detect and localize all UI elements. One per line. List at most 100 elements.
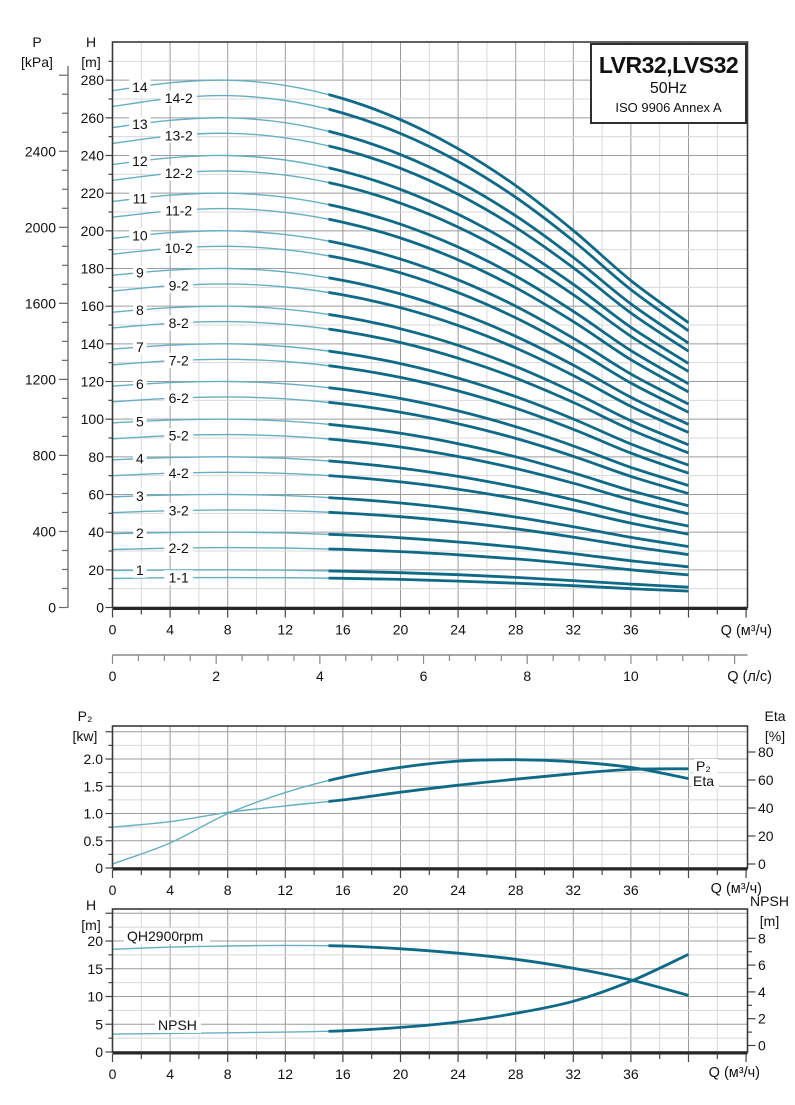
x-tick-label: 36	[623, 1066, 639, 1082]
curve-13-2	[328, 144, 690, 353]
h2-axis-unit: [m]	[81, 916, 101, 933]
x-tick-label: 36	[623, 882, 639, 898]
h2-axis-header: H [m]	[73, 896, 109, 936]
x-tick-label: 0	[109, 882, 117, 898]
x-tick-label: 12	[278, 882, 294, 898]
npsh-axis-header: NPSH [m]	[744, 892, 795, 932]
curve-label-bg	[133, 302, 147, 318]
eta-tick-label: 60	[758, 772, 774, 788]
x-tick-label: 24	[450, 882, 466, 898]
curve-1	[328, 569, 689, 589]
x-tick-label: 4	[166, 1066, 174, 1082]
x-tick-label: 4	[166, 882, 174, 898]
curve-6-2	[328, 400, 689, 495]
curve-label-8: 8	[136, 302, 144, 318]
h-tick-label: 140	[81, 336, 105, 352]
h-tick-label: 180	[81, 261, 105, 277]
curve-label-bg	[129, 191, 151, 207]
x-tick-label: 16	[335, 622, 351, 638]
curve-label-4: 4	[136, 451, 144, 467]
curve-label-bg	[133, 376, 147, 392]
lps-tick-label: 6	[420, 668, 428, 684]
curve-label-bg	[694, 759, 718, 774]
curve-label-bg	[160, 128, 197, 144]
curve-label-bg	[129, 228, 151, 244]
curve-label-bg	[129, 116, 151, 132]
curve-9-2	[328, 291, 690, 434]
eta-tick-label: 0	[758, 856, 766, 872]
eta-tick-label: 80	[758, 744, 774, 760]
curve-10-2	[328, 254, 690, 414]
curve-5-2	[328, 437, 689, 516]
x-tick-label: 28	[508, 1066, 524, 1082]
curve-2	[328, 532, 689, 569]
p-tick-label: 0	[48, 600, 56, 616]
lps-tick-label: 4	[316, 668, 324, 684]
x-tick-label: 8	[224, 1066, 232, 1082]
curve-label-p2: P₂	[696, 758, 711, 774]
h2-tick-label: 5	[95, 1016, 103, 1032]
h-tick-label: 160	[81, 298, 105, 314]
curve-label-bg	[133, 562, 147, 578]
curve-label-bg	[133, 339, 147, 355]
curve-label-bg	[164, 278, 194, 294]
curve-14-2	[328, 107, 690, 332]
eta-tick-label: 20	[758, 828, 774, 844]
curve-label-13-2: 13-2	[165, 127, 193, 143]
p-axis-title: P	[32, 34, 42, 50]
curve-label-14: 14	[132, 79, 148, 95]
curve-7-2	[328, 364, 689, 475]
p-tick-label: 2000	[25, 219, 56, 235]
h-tick-label: 280	[81, 72, 105, 88]
curve-label-1: 1	[136, 562, 144, 578]
curve-label-bg	[133, 265, 147, 281]
curve-11	[328, 203, 690, 386]
p2-axis-header: P₂ [kw]	[62, 707, 108, 747]
curve-label-13: 13	[132, 116, 148, 132]
h-axis-title: H	[85, 34, 97, 50]
curve-label-bg	[164, 428, 194, 444]
h2-axis-title: H	[85, 897, 97, 913]
h-tick-label: 40	[88, 524, 104, 540]
x-tick-label: 28	[508, 622, 524, 638]
curve-14	[328, 93, 690, 324]
curve-label-qh2900rpm: QH2900rpm	[127, 928, 203, 944]
p2-tick-label: 0.5	[84, 833, 104, 849]
x-axis-unit-m3h-3: Q (м³/ч)	[709, 1065, 760, 1081]
curve-label-bg	[155, 1017, 201, 1033]
curve-5	[328, 422, 689, 508]
curve-8	[328, 313, 690, 447]
h-tick-label: 80	[88, 449, 104, 465]
curve-NPSH	[328, 953, 690, 1033]
h2-tick-label: 20	[87, 933, 103, 949]
curve-label-12-2: 12-2	[165, 165, 193, 181]
x-tick-label: 8	[224, 622, 232, 638]
h-tick-label: 0	[96, 600, 104, 616]
curve-6	[328, 386, 689, 487]
npsh-axis-title: NPSH	[750, 893, 789, 909]
npsh-tick-label: 8	[758, 930, 766, 946]
curve-label-bg	[160, 203, 197, 219]
curve-label-10-2: 10-2	[165, 240, 193, 256]
x-tick-label: 32	[566, 882, 582, 898]
curve-label-bg	[160, 165, 197, 181]
curve-label-2: 2	[136, 525, 144, 541]
npsh-tick-label: 2	[758, 1011, 766, 1027]
curve-label-8-2: 8-2	[169, 315, 189, 331]
curve-9	[328, 276, 690, 426]
curve-label-eta: Eta	[693, 773, 714, 789]
h-tick-label: 60	[88, 487, 104, 503]
curve-label-14-2: 14-2	[165, 90, 193, 106]
p-tick-label: 400	[33, 523, 57, 539]
x-tick-label: 36	[623, 622, 639, 638]
x-tick-label: 8	[224, 882, 232, 898]
eta-axis-title: Eta	[764, 708, 786, 724]
h-tick-label: 260	[81, 110, 105, 126]
curve-label-bg	[133, 525, 147, 541]
curve-label-bg	[164, 465, 194, 481]
x-tick-label: 12	[278, 622, 294, 638]
curve-label-4-2: 4-2	[169, 465, 189, 481]
npsh-tick-label: 0	[758, 1038, 766, 1054]
p2-axis-unit: [kw]	[72, 727, 98, 744]
